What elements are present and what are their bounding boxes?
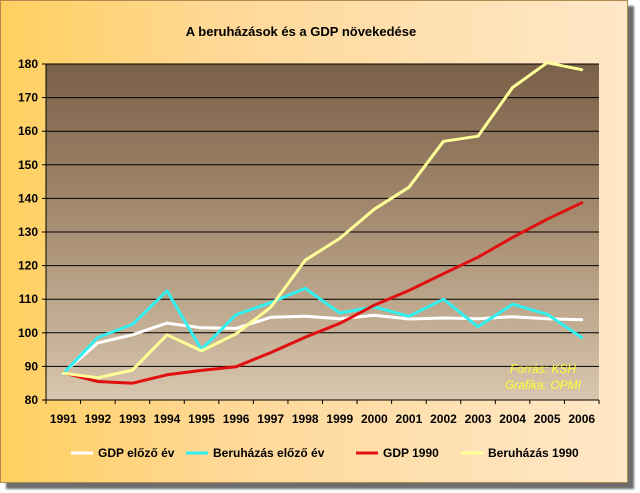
y-tick-label: 170 — [18, 91, 38, 105]
annotations: Forrás: KSH Grafika: OPMI — [505, 362, 582, 392]
x-tick-label: 2001 — [396, 412, 423, 426]
x-tick-label: 2005 — [534, 412, 561, 426]
chart-title: A beruházások és a GDP növekedése — [186, 24, 417, 39]
x-tick-label: 1994 — [154, 412, 181, 426]
y-axis-ticks: 80 90 100 110 120 130 140 150 160 170 180 — [18, 57, 46, 407]
y-tick-label: 110 — [19, 292, 39, 306]
x-tick-label: 1997 — [257, 412, 284, 426]
y-tick-label: 120 — [18, 259, 38, 273]
y-tick-label: 160 — [18, 124, 38, 138]
series-line-2 — [61, 286, 584, 375]
series-line-1 — [61, 313, 584, 375]
series-line-3 — [61, 201, 584, 385]
x-tick-label: 1995 — [188, 412, 215, 426]
chart-frame: A beruházások és a GDP növekedése 80 90 10… — [0, 0, 628, 483]
y-tick-label: 150 — [18, 158, 38, 172]
legend-label: GDP előző év — [98, 446, 175, 460]
legend-label: Beruházás 1990 — [488, 446, 579, 460]
x-tick-label: 2000 — [361, 412, 388, 426]
line-chart: A beruházások és a GDP növekedése 80 90 10… — [18, 24, 600, 460]
x-tick-label: 1993 — [119, 412, 146, 426]
x-tick-label: 2004 — [499, 412, 526, 426]
source-annotation: Grafika: OPMI — [505, 378, 582, 392]
y-tick-label: 130 — [18, 225, 38, 239]
x-tick-label: 1996 — [223, 412, 250, 426]
x-tick-label: 2003 — [465, 412, 492, 426]
x-tick-label: 1999 — [326, 412, 353, 426]
series-lines — [61, 61, 584, 385]
x-tick-label: 2006 — [568, 412, 595, 426]
x-axis-ticks: 1991 1992 1993 1994 1995 1996 1997 1998 1999 2000… — [45, 400, 600, 426]
y-tick-label: 140 — [18, 191, 38, 205]
y-tick-label: 100 — [18, 326, 38, 340]
legend: GDP előző év Beruházás előző év GDP 1990 Be… — [71, 446, 579, 460]
legend-label: GDP 1990 — [383, 446, 439, 460]
source-annotation: Forrás: KSH — [510, 362, 576, 376]
x-tick-label: 1992 — [84, 412, 111, 426]
y-tick-label: 80 — [25, 393, 39, 407]
y-tick-label: 90 — [25, 359, 39, 373]
x-tick-label: 1998 — [292, 412, 319, 426]
series-line-4 — [61, 61, 584, 380]
legend-label: Beruházás előző év — [213, 446, 325, 460]
x-tick-label: 1991 — [50, 412, 77, 426]
y-tick-label: 180 — [18, 57, 38, 71]
x-tick-label: 2002 — [430, 412, 457, 426]
